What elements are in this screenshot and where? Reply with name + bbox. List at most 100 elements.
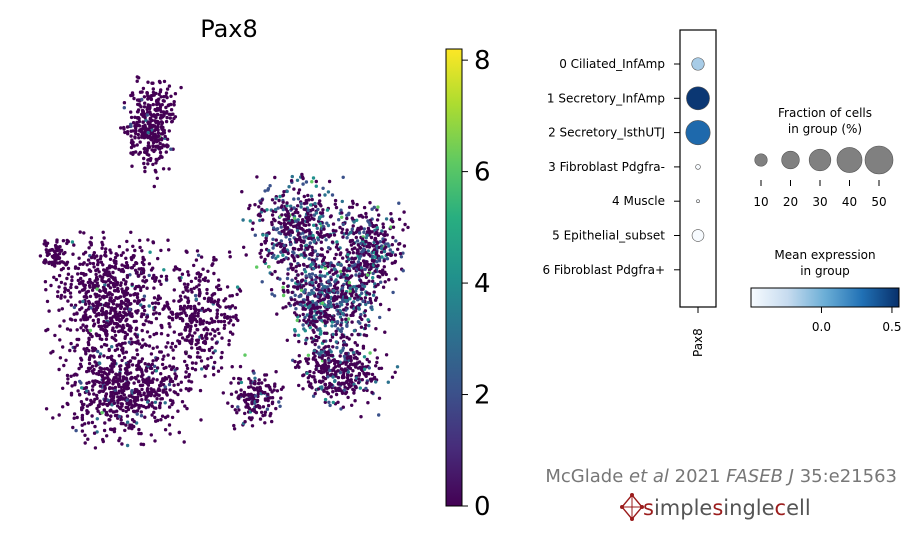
umap-cell-2-458 bbox=[163, 385, 167, 389]
umap-cell-0-368 bbox=[156, 145, 160, 149]
umap-cell-7-278 bbox=[383, 238, 387, 242]
umap-cell-2-54 bbox=[176, 392, 180, 397]
umap-cell-5-483 bbox=[325, 250, 330, 254]
umap-cell-2-161 bbox=[112, 364, 116, 368]
umap-cell-6-232 bbox=[345, 302, 349, 306]
umap-cell-0-281 bbox=[150, 93, 154, 98]
umap-cell-9-4 bbox=[257, 378, 261, 382]
umap-cell-0-236 bbox=[126, 132, 130, 136]
umap-cell-1-48 bbox=[62, 290, 67, 294]
umap-cell-5-155 bbox=[292, 187, 296, 191]
umap-cell-7-73 bbox=[356, 243, 361, 247]
umap-cell-6-278 bbox=[323, 303, 327, 307]
umap-cell-1-696 bbox=[69, 295, 73, 299]
umap-cell-6-560 bbox=[332, 267, 337, 271]
umap-cell-5-292 bbox=[300, 172, 304, 177]
umap-cell-3-5 bbox=[184, 313, 189, 318]
umap-cell-0-171 bbox=[143, 115, 147, 120]
umap-cell-6-534 bbox=[349, 313, 353, 318]
umap-cell-1-488 bbox=[70, 278, 74, 283]
umap-cell-0-180 bbox=[167, 84, 172, 88]
umap-cell-5-202 bbox=[296, 254, 300, 259]
umap-cell-1-679 bbox=[108, 248, 112, 252]
umap-cell-7-191 bbox=[341, 222, 345, 227]
umap-cell-1-22 bbox=[76, 278, 81, 283]
umap-cell-1-125 bbox=[143, 342, 147, 346]
umap-cell-1-57 bbox=[59, 293, 64, 298]
umap-cell-5-436 bbox=[310, 197, 314, 202]
umap-cell-3-212 bbox=[211, 328, 215, 332]
umap-cell-2-297 bbox=[72, 416, 76, 420]
umap-cell-1-647 bbox=[142, 322, 146, 327]
umap-cell-1-122 bbox=[112, 321, 117, 326]
umap-cell-1-275 bbox=[53, 333, 57, 338]
umap-cell-8-152 bbox=[310, 386, 314, 390]
umap-cell-2-532 bbox=[109, 414, 113, 418]
umap-cell-6-422 bbox=[364, 323, 368, 327]
umap-cell-5-467 bbox=[282, 229, 286, 233]
umap-cell-5-373 bbox=[259, 201, 263, 205]
umap-cell-1-377 bbox=[145, 286, 149, 290]
umap-cell-2-468 bbox=[94, 364, 98, 368]
umap-cell-1-677 bbox=[119, 299, 124, 304]
umap-cell-8-357 bbox=[357, 371, 362, 376]
citation-etal: et al bbox=[629, 466, 669, 487]
umap-cell-2-528 bbox=[150, 380, 155, 384]
group-label-1: 1 Secretory_InfAmp bbox=[547, 91, 665, 105]
umap-cell-0-303 bbox=[173, 115, 178, 119]
umap-cell-5-490 bbox=[296, 210, 300, 215]
umap-cell-2-40 bbox=[176, 382, 180, 387]
umap-cell-2-522 bbox=[126, 405, 130, 410]
umap-cell-1-520 bbox=[130, 314, 134, 318]
umap-cell-5-306 bbox=[296, 204, 300, 208]
umap-cell-2-593 bbox=[87, 392, 91, 396]
umap-cell-7-104 bbox=[393, 253, 398, 257]
umap-cell-6-444 bbox=[348, 297, 352, 301]
umap-cell-1-671 bbox=[142, 268, 146, 273]
umap-cell-7-220 bbox=[360, 283, 364, 287]
umap-cell-5-376 bbox=[340, 199, 344, 204]
umap-cell-4-55 bbox=[53, 249, 58, 253]
umap-cell-2-600 bbox=[147, 403, 152, 407]
umap-cell-3-264 bbox=[233, 306, 238, 310]
umap-cell-1-688 bbox=[88, 332, 93, 337]
umap-cell-2-45 bbox=[159, 332, 164, 336]
umap-cell-2-584 bbox=[79, 400, 84, 404]
umap-cell-2-460 bbox=[117, 438, 121, 443]
umap-cell-2-582 bbox=[156, 418, 160, 423]
umap-cell-2-624 bbox=[112, 410, 117, 414]
umap-cell-1-555 bbox=[110, 328, 115, 332]
umap-cell-2-421 bbox=[147, 376, 151, 380]
umap-cell-5-193 bbox=[267, 231, 271, 235]
umap-cell-0-343 bbox=[159, 113, 163, 118]
umap-cell-2-638 bbox=[132, 399, 136, 403]
umap-cell-5-226 bbox=[299, 201, 303, 206]
umap-cell-3-331 bbox=[198, 275, 202, 279]
umap-cell-1-459 bbox=[117, 354, 122, 358]
umap-cell-8-342 bbox=[352, 356, 356, 360]
umap-cell-3-327 bbox=[215, 285, 219, 289]
logo-text: simplesinglecell bbox=[643, 496, 811, 520]
umap-cell-0-349 bbox=[149, 97, 154, 101]
umap-cell-0-274 bbox=[141, 120, 145, 124]
umap-cell-2-178 bbox=[136, 374, 140, 378]
umap-cell-2-279 bbox=[128, 327, 132, 331]
umap-cell-8-346 bbox=[316, 363, 321, 368]
umap-cell-2-153 bbox=[133, 356, 137, 360]
umap-cell-6-288 bbox=[320, 319, 324, 323]
umap-cell-1-625 bbox=[129, 302, 133, 306]
umap-cell-5-412 bbox=[311, 233, 315, 238]
umap-cell-1-552 bbox=[72, 243, 76, 247]
umap-cell-3-286 bbox=[187, 379, 191, 383]
umap-cell-2-588 bbox=[130, 375, 134, 380]
umap-cell-1-340 bbox=[100, 246, 104, 250]
umap-cell-6-420 bbox=[287, 301, 291, 306]
group-label-2: 2 Secretory_IsthUTJ bbox=[548, 126, 665, 140]
umap-cell-3-170 bbox=[196, 311, 200, 316]
umap-cell-2-122 bbox=[90, 414, 94, 418]
size-legend-label-2: 30 bbox=[812, 195, 827, 209]
umap-cell-1-446 bbox=[151, 312, 156, 316]
umap-cell-1-55 bbox=[83, 302, 88, 306]
umap-cell-8-259 bbox=[359, 325, 364, 329]
umap-cell-3-342 bbox=[153, 279, 157, 283]
